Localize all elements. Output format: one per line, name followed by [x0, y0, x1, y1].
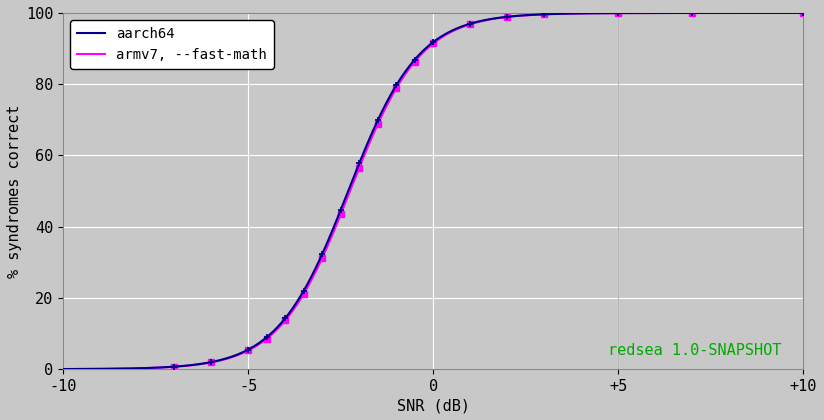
armv7, --fast-math	[635, 10, 645, 16]
armv7, --fast-math	[133, 366, 143, 371]
Y-axis label: % syndromes correct: % syndromes correct	[7, 104, 22, 278]
aarch64	[648, 10, 658, 16]
armv7, --fast-math	[567, 11, 577, 16]
armv7, --fast-math	[358, 157, 368, 162]
Legend: aarch64, armv7, --fast-math: aarch64, armv7, --fast-math	[70, 20, 274, 69]
aarch64	[59, 367, 68, 372]
armv7, --fast-math	[384, 98, 394, 103]
Text: redsea 1.0-SNAPSHOT: redsea 1.0-SNAPSHOT	[608, 344, 781, 359]
Line: armv7, --fast-math: armv7, --fast-math	[63, 13, 803, 369]
aarch64	[384, 95, 394, 100]
Line: aarch64: aarch64	[63, 13, 803, 369]
aarch64	[635, 10, 645, 16]
X-axis label: SNR (dB): SNR (dB)	[397, 398, 470, 413]
armv7, --fast-math	[648, 10, 658, 16]
armv7, --fast-math	[798, 10, 808, 16]
armv7, --fast-math	[59, 367, 68, 372]
aarch64	[133, 366, 143, 371]
aarch64	[567, 11, 577, 16]
aarch64	[358, 152, 368, 158]
aarch64	[798, 10, 808, 16]
